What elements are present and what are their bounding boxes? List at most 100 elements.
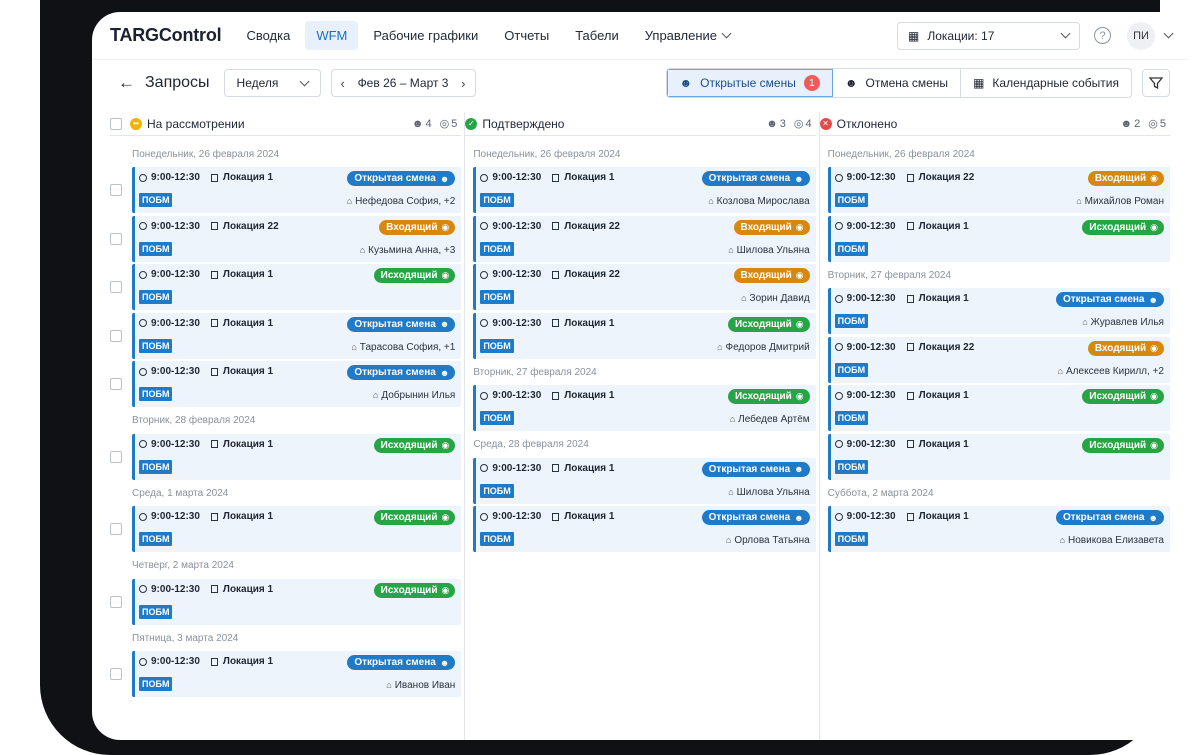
tab-calendar-events[interactable]: ▦ Календарные события <box>961 69 1131 97</box>
request-card[interactable]: 9:00-12:30 Локация 1 Открытая смена☻ ПОБМ Жу… <box>827 288 1170 335</box>
row-checkbox[interactable] <box>110 281 122 294</box>
swap-user-icon: ◉ <box>441 584 450 595</box>
request-card[interactable]: 9:00-12:30 Локация 1 Исходящий ◉ ПОБМ <box>132 578 462 625</box>
request-type-badge: Входящий ◉ <box>1087 171 1164 187</box>
request-card[interactable]: 9:00-12:30 Локация 22 Входящий◉ ПОБМ Зорин Д… <box>473 264 816 311</box>
swap-user-icon: ◉ <box>1150 439 1158 450</box>
page-toolbar: ← Запросы Неделя ‹ Фев 26 – Март 3 › ☻ О… <box>92 60 1188 106</box>
row-checkbox[interactable] <box>110 232 122 245</box>
request-card[interactable]: 9:00-12:30 Локация 1 Исходящий ◉ ПОБМ <box>132 264 462 311</box>
period-select[interactable]: Неделя <box>223 69 321 97</box>
row-checkbox[interactable] <box>110 378 122 391</box>
time-location-line: 9:00-12:30 Локация 1 <box>139 172 455 183</box>
time-location-line: 9:00-12:30 Локация 1 <box>480 172 809 183</box>
request-row: 9:00-12:30 Локация 1 Открытая смена☻ ПОБМ Ор… <box>465 505 816 554</box>
nav-label: WFM <box>316 28 348 43</box>
tab-shift-cancel[interactable]: ☻ Отмена смены <box>833 69 962 97</box>
request-card[interactable]: 9:00-12:30 Локация 1 Открытая смена☻ ПОБМ Ко… <box>473 167 816 214</box>
request-row: 9:00-12:30 Локация 22 Входящий◉ ПОБМ Шилова … <box>465 215 816 264</box>
shift-time: 9:00-12:30 <box>492 269 542 281</box>
row-checkbox[interactable] <box>110 329 122 342</box>
badge-label: Открытая смена <box>708 173 791 185</box>
select-all-checkbox[interactable] <box>110 117 122 130</box>
request-card[interactable]: 9:00-12:30 Локация 1 Исходящий ◉ ПОБМ <box>827 215 1170 262</box>
employee-name: Шилова Ульяна <box>728 487 810 498</box>
user-x-icon: ☻ <box>1148 512 1158 523</box>
request-card[interactable]: 9:00-12:30 Локация 1 Открытая смена☻ ПОБМ Но… <box>827 506 1170 553</box>
shift-location: Локация 1 <box>918 390 969 402</box>
shift-count: ◎ 5 <box>1148 117 1166 131</box>
filter-button[interactable] <box>1142 69 1170 97</box>
building-icon <box>210 367 218 376</box>
request-card[interactable]: 9:00-12:30 Локация 1 Исходящий◉ ПОБМ Лебедев… <box>473 385 816 432</box>
request-type-badge: Исходящий ◉ <box>373 582 456 598</box>
building-icon <box>906 222 914 231</box>
time-location-line: 9:00-12:30 Локация 1 <box>139 584 455 595</box>
building-icon <box>552 222 560 231</box>
clock-icon <box>834 294 843 303</box>
time-location-line: 9:00-12:30 Локация 22 <box>834 342 1164 353</box>
request-card[interactable]: 9:00-12:30 Локация 1 Исходящий ◉ ПОБМ <box>132 506 462 553</box>
request-card[interactable]: 9:00-12:30 Локация 1 Исходящий◉ ПОБМ Федоров… <box>473 312 816 359</box>
badge-label: Исходящий <box>380 512 438 524</box>
row-checkbox[interactable] <box>110 523 122 536</box>
user-x-icon: ☻ <box>439 367 450 378</box>
nav-item-management[interactable]: Управление <box>634 21 741 50</box>
nav-item-schedules[interactable]: Рабочие графики <box>362 21 489 50</box>
chevron-left-icon[interactable]: ‹ <box>340 75 345 91</box>
nav-item-reports[interactable]: Отчеты <box>493 21 560 50</box>
time-location-line: 9:00-12:30 Локация 1 <box>480 511 809 522</box>
building-icon <box>552 391 560 400</box>
request-card[interactable]: 9:00-12:30 Локация 22 Входящий◉ ПОБМ Шилова … <box>473 215 816 262</box>
tab-open-shifts[interactable]: ☻ Открытые смены 1 <box>666 69 833 97</box>
building-icon <box>210 270 218 279</box>
swap-user-icon: ◉ <box>441 221 450 232</box>
clock-icon <box>139 440 147 449</box>
request-card[interactable]: 9:00-12:30 Локация 1 Открытая смена☻ ПОБМ До… <box>132 361 462 408</box>
request-card[interactable]: 9:00-12:30 Локация 1 Открытая смена☻ ПОБМ Не… <box>132 167 462 214</box>
top-navigation: TARGControl Сводка WFM Рабочие графики О… <box>92 12 1188 60</box>
location-select[interactable]: ▦ Локации: 17 <box>897 21 1080 50</box>
request-card[interactable]: 9:00-12:30 Локация 1 Исходящий ◉ ПОБМ <box>827 385 1170 432</box>
nav-item-wfm[interactable]: WFM <box>305 21 359 50</box>
day-label: Вторник, 27 февраля 2024 <box>473 366 597 378</box>
employee-name: Тарасова София, +1 <box>351 342 456 353</box>
chevron-right-icon[interactable]: › <box>461 75 466 91</box>
request-card[interactable]: 9:00-12:30 Локация 1 Открытая смена☻ ПОБМ Ши… <box>473 457 816 504</box>
time-location-line: 9:00-12:30 Локация 22 <box>834 172 1164 183</box>
avatar[interactable]: ПИ <box>1127 21 1155 50</box>
employee-name: Лебедев Артём <box>730 414 809 425</box>
help-icon[interactable]: ? <box>1094 27 1111 44</box>
request-card[interactable]: 9:00-12:30 Локация 22 Входящий◉ ПОБМ Михайло… <box>827 167 1170 214</box>
request-card[interactable]: 9:00-12:30 Локация 22 Входящий◉ ПОБМ Алексее… <box>827 336 1170 383</box>
chevron-down-icon[interactable] <box>1163 28 1174 39</box>
day-label: Понедельник, 26 февраля 2024 <box>473 148 621 160</box>
request-type-badge: Входящий ◉ <box>1087 340 1164 356</box>
shift-location: Локация 1 <box>222 269 274 281</box>
position-tag: ПОБМ <box>834 411 869 426</box>
request-row: 9:00-12:30 Локация 1 Исходящий ◉ ПОБМ <box>110 433 462 482</box>
request-type-tabs: ☻ Открытые смены 1 ☻ Отмена смены ▦ Кале… <box>665 68 1132 98</box>
row-checkbox[interactable] <box>110 450 122 463</box>
request-type-badge: Открытая смена ☻ <box>1055 292 1164 308</box>
nav-item-svodka[interactable]: Сводка <box>235 21 301 50</box>
request-card[interactable]: 9:00-12:30 Локация 1 Исходящий ◉ ПОБМ <box>827 433 1170 480</box>
back-arrow-icon[interactable]: ← <box>118 73 135 92</box>
request-card[interactable]: 9:00-12:30 Локация 22 Входящий◉ ПОБМ Кузьмин… <box>132 215 462 262</box>
time-location-line: 9:00-12:30 Локация 1 <box>834 221 1164 232</box>
badge-label: Исходящий <box>380 439 438 451</box>
request-card[interactable]: 9:00-12:30 Локация 1 Открытая смена☻ ПОБМ Ив… <box>132 651 462 698</box>
request-card[interactable]: 9:00-12:30 Локация 1 Исходящий ◉ ПОБМ <box>132 433 462 480</box>
request-row: 9:00-12:30 Локация 1 Открытая смена☻ ПОБМ До… <box>110 360 462 409</box>
shift-time: 9:00-12:30 <box>151 656 200 668</box>
request-card[interactable]: 9:00-12:30 Локация 1 Открытая смена☻ ПОБМ Та… <box>132 312 462 359</box>
row-checkbox[interactable] <box>110 668 122 681</box>
swap-user-icon: ◉ <box>441 270 450 281</box>
building-icon <box>210 440 218 449</box>
row-checkbox[interactable] <box>110 184 122 197</box>
shift-count-value: 5 <box>451 117 458 130</box>
row-checkbox[interactable] <box>110 595 122 608</box>
nav-item-timesheets[interactable]: Табели <box>564 21 630 50</box>
request-card[interactable]: 9:00-12:30 Локация 1 Открытая смена☻ ПОБМ Ор… <box>473 506 816 553</box>
clock-icon <box>834 512 843 521</box>
